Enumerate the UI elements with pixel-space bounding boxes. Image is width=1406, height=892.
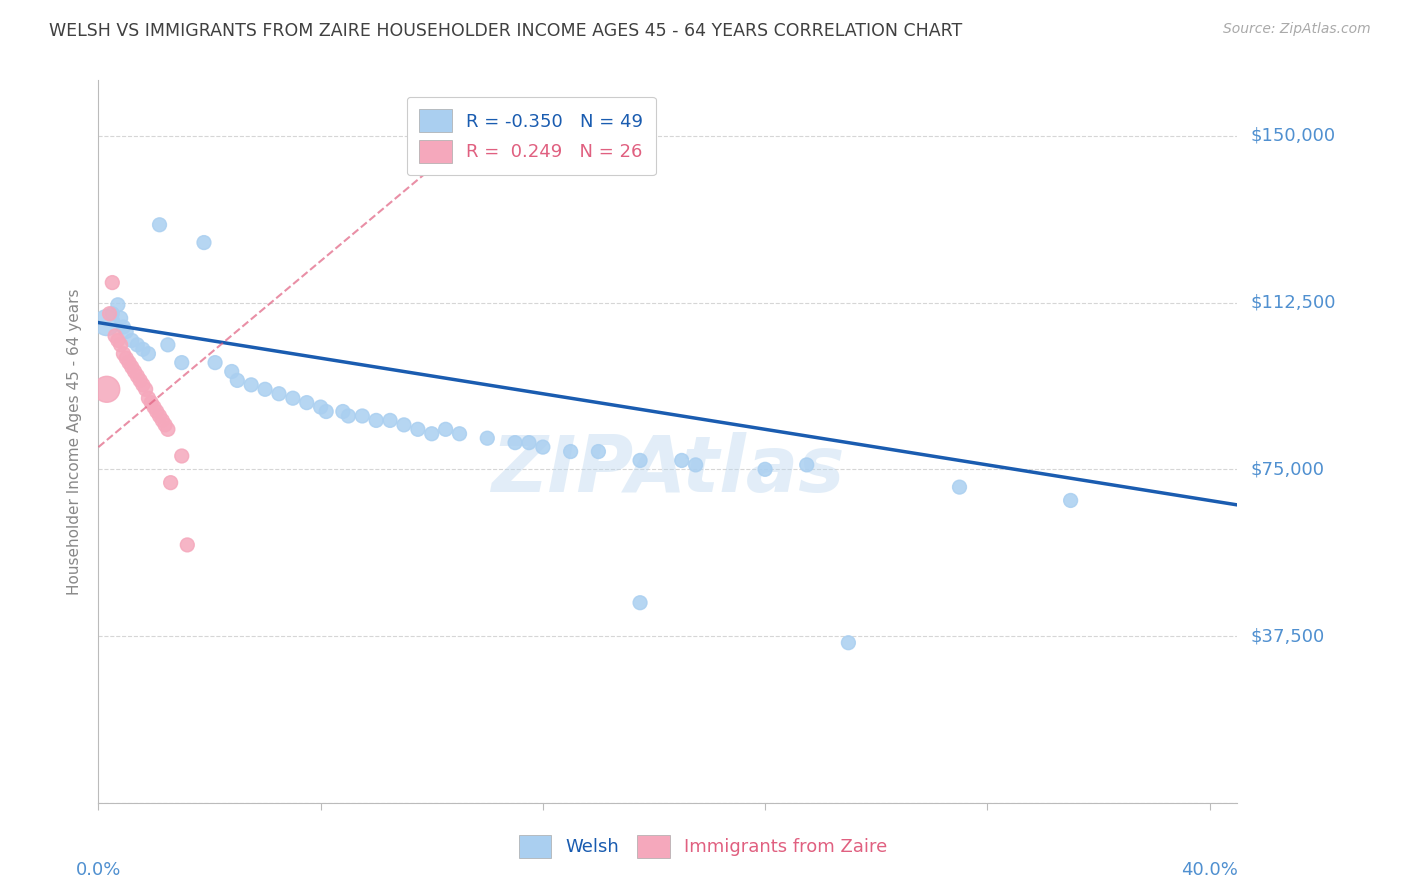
Point (121, 360, 143, 375)
Point (503, 435, 526, 450)
Point (332, 404, 354, 418)
Point (115, 351, 138, 366)
Point (124, 364, 146, 378)
Point (132, 377, 155, 392)
Text: $37,500: $37,500 (1251, 627, 1326, 645)
Point (193, 235, 215, 250)
Point (449, 426, 471, 441)
Point (112, 347, 135, 361)
Point (150, 413, 173, 427)
Point (176, 538, 198, 552)
Point (221, 364, 243, 378)
Point (628, 453, 651, 467)
Point (118, 356, 141, 370)
Point (295, 395, 318, 409)
Text: $150,000: $150,000 (1251, 127, 1336, 145)
Point (101, 307, 124, 321)
Point (315, 404, 337, 418)
Point (309, 400, 332, 414)
Legend: Welsh, Immigrants from Zaire: Welsh, Immigrants from Zaire (512, 828, 894, 865)
Point (337, 409, 360, 423)
Point (170, 449, 193, 463)
Point (796, 458, 818, 472)
Point (1059, 493, 1081, 508)
Point (107, 334, 129, 348)
Point (281, 391, 304, 405)
Text: WELSH VS IMMIGRANTS FROM ZAIRE HOUSEHOLDER INCOME AGES 45 - 64 YEARS CORRELATION: WELSH VS IMMIGRANTS FROM ZAIRE HOUSEHOLD… (49, 22, 963, 40)
Point (145, 404, 167, 418)
Point (121, 334, 143, 348)
Point (685, 458, 707, 472)
Point (138, 347, 160, 361)
Point (115, 325, 138, 339)
Point (588, 444, 610, 458)
Text: ZIPAtlas: ZIPAtlas (491, 433, 845, 508)
Point (156, 338, 179, 352)
Point (628, 596, 651, 610)
Point (135, 382, 157, 396)
Point (143, 400, 166, 414)
Text: $75,000: $75,000 (1251, 460, 1324, 478)
Point (148, 409, 170, 423)
Point (129, 373, 152, 387)
Point (517, 435, 540, 450)
Text: Source: ZipAtlas.com: Source: ZipAtlas.com (1223, 22, 1371, 37)
Text: 0.0%: 0.0% (76, 861, 121, 879)
Y-axis label: Householder Income Ages 45 - 64 years: Householder Income Ages 45 - 64 years (67, 288, 83, 595)
Point (754, 462, 776, 476)
Point (352, 409, 374, 423)
Point (204, 356, 226, 370)
Point (98, 307, 121, 321)
Point (110, 338, 132, 352)
Point (138, 391, 160, 405)
Point (127, 368, 149, 383)
Point (148, 218, 170, 232)
Point (531, 440, 554, 454)
Point (141, 395, 163, 409)
Point (104, 329, 127, 343)
Point (96, 316, 118, 330)
Text: $112,500: $112,500 (1251, 293, 1337, 311)
Point (837, 636, 859, 650)
Point (132, 343, 155, 357)
Point (378, 413, 401, 427)
Point (153, 417, 176, 432)
Point (254, 382, 277, 396)
Point (226, 373, 249, 387)
Point (112, 320, 135, 334)
Point (127, 338, 149, 352)
Point (156, 422, 179, 436)
Point (170, 356, 193, 370)
Point (420, 426, 443, 441)
Point (101, 276, 124, 290)
Point (240, 377, 263, 392)
Point (107, 298, 129, 312)
Point (671, 453, 693, 467)
Text: 40.0%: 40.0% (1181, 861, 1237, 879)
Point (159, 475, 181, 490)
Point (948, 480, 970, 494)
Point (110, 311, 132, 326)
Point (406, 422, 429, 436)
Point (366, 413, 388, 427)
Point (560, 444, 582, 458)
Point (477, 431, 499, 445)
Legend: R = -0.350   N = 49, R =  0.249   N = 26: R = -0.350 N = 49, R = 0.249 N = 26 (406, 96, 655, 176)
Point (267, 386, 290, 401)
Point (434, 422, 457, 436)
Point (392, 417, 415, 432)
Point (96, 382, 118, 396)
